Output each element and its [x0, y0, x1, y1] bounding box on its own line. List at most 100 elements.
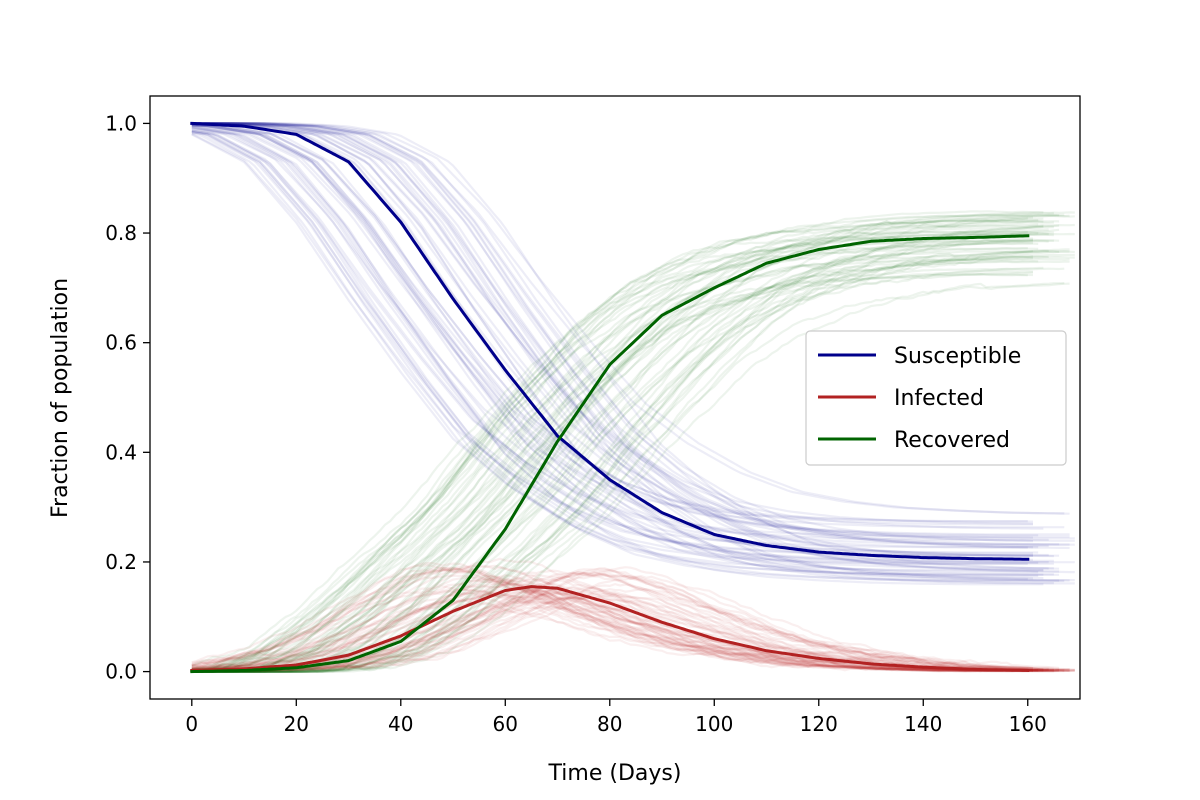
realization-infected	[191, 568, 1054, 673]
realization-susceptible	[191, 123, 1039, 574]
realization-recovered	[191, 225, 1044, 673]
realization-recovered	[191, 241, 1034, 673]
legend-box	[805, 330, 1067, 466]
realization-susceptible	[191, 122, 1028, 581]
realization-recovered	[191, 233, 1049, 672]
realization-infected	[191, 587, 1034, 672]
realization-infected	[191, 582, 1034, 672]
realization-recovered	[191, 250, 1034, 673]
realization-susceptible	[191, 133, 1039, 549]
realization-recovered	[191, 253, 1075, 673]
realization-recovered	[191, 259, 1039, 673]
realization-infected	[191, 564, 1039, 672]
realization-susceptible	[191, 122, 1060, 546]
realization-susceptible	[191, 129, 1060, 576]
realization-susceptible	[191, 125, 1044, 586]
realization-susceptible	[191, 126, 1039, 554]
realization-susceptible	[191, 124, 1039, 577]
realization-recovered	[191, 216, 1034, 673]
realization-recovered	[191, 247, 1039, 668]
legend-label-recovered: Recovered	[894, 428, 1010, 453]
realization-infected	[191, 587, 1070, 673]
realization-recovered	[191, 238, 1060, 673]
realization-susceptible	[191, 122, 1060, 582]
realization-recovered	[191, 233, 1054, 671]
realization-susceptible	[191, 122, 1049, 548]
realization-recovered	[191, 239, 1054, 673]
realization-recovered	[191, 230, 1028, 671]
realization-recovered	[191, 258, 1070, 671]
realization-recovered	[191, 255, 1034, 673]
realization-susceptible	[191, 122, 1070, 582]
realization-susceptible	[191, 122, 1049, 570]
realization-infected	[191, 573, 1060, 672]
realization-infected	[191, 561, 1044, 672]
realization-infected	[191, 572, 1049, 673]
x-tick-label: 140	[904, 712, 942, 736]
realization-recovered	[191, 224, 1060, 673]
realization-susceptible	[191, 122, 1075, 546]
realization-infected	[191, 588, 1028, 673]
realization-recovered	[191, 255, 1049, 673]
realization-infected	[191, 576, 1039, 673]
realization-infected	[191, 593, 1034, 673]
realization-susceptible	[191, 122, 1075, 585]
y-tick-label: 0.0	[105, 660, 137, 684]
y-axis: 0.0 0.2 0.4 0.6 0.8 1.0	[105, 111, 150, 684]
realization-recovered	[191, 213, 1060, 673]
series-line-infected	[190, 585, 1030, 673]
realization-recovered	[191, 228, 1049, 673]
realization-susceptible	[191, 123, 1070, 536]
x-axis: 0 20 40 60 80 100 120 140 160	[185, 699, 1047, 736]
x-tick-label: 60	[493, 712, 518, 736]
realization-recovered	[191, 273, 1028, 672]
realization-susceptible	[191, 123, 1039, 537]
realization-infected	[191, 566, 1060, 673]
realization-recovered	[191, 239, 1034, 673]
realization-recovered	[191, 267, 1065, 673]
realization-susceptible	[191, 122, 1034, 539]
realization-recovered	[191, 282, 1065, 673]
realization-susceptible	[191, 122, 1044, 580]
realization-infected	[191, 591, 1070, 673]
realization-susceptible	[191, 122, 1044, 572]
realization-susceptible	[191, 124, 1033, 523]
realization-susceptible	[191, 125, 1065, 583]
realization-recovered	[191, 219, 1039, 673]
legend: Susceptible Infected Recovered	[805, 330, 1067, 466]
y-tick-label: 0.4	[105, 440, 137, 464]
realization-susceptible	[191, 129, 1075, 582]
realization-infected	[191, 590, 1044, 673]
realization-recovered	[191, 242, 1039, 673]
realization-susceptible	[191, 126, 1039, 564]
realization-susceptible	[191, 122, 1034, 561]
realization-infected	[191, 594, 1065, 673]
realization-recovered	[191, 214, 1070, 673]
realization-recovered	[191, 260, 1070, 673]
series-line-susceptible	[190, 121, 1030, 561]
realization-infected	[191, 599, 1054, 673]
x-tick-label: 80	[597, 712, 622, 736]
plot-frame	[149, 95, 1081, 700]
realization-infected	[191, 566, 1054, 673]
realization-susceptible	[191, 124, 1033, 557]
x-tick-label: 20	[284, 712, 309, 736]
realization-recovered	[191, 210, 1044, 673]
realization-recovered	[191, 248, 1070, 673]
y-tick-label: 0.2	[105, 550, 137, 574]
legend-label-susceptible: Susceptible	[894, 344, 1021, 369]
realization-susceptible	[191, 124, 1033, 526]
realization-infected	[191, 582, 1034, 673]
realization-susceptible	[191, 122, 1034, 549]
realization-infected	[191, 574, 1060, 673]
realization-susceptible	[191, 122, 1070, 515]
mean-lines	[190, 121, 1030, 674]
realization-susceptible	[191, 130, 1049, 557]
realization-infected	[191, 567, 1075, 672]
x-tick-label: 120	[800, 712, 838, 736]
realization-recovered	[191, 249, 1049, 673]
realization-recovered	[191, 255, 1075, 673]
realization-susceptible	[191, 123, 1028, 549]
x-axis-label: Time (Days)	[548, 761, 682, 786]
realization-recovered	[191, 217, 1044, 673]
